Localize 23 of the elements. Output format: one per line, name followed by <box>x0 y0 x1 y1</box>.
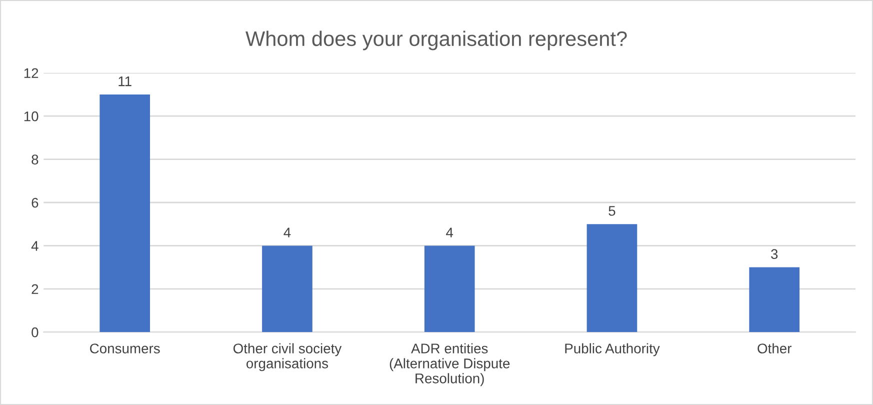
y-tick-label: 10 <box>24 111 38 122</box>
x-tick-label: ADR entities (Alternative Dispute Resolution) <box>390 343 510 386</box>
bar <box>262 246 312 332</box>
y-tick-label: 8 <box>32 154 38 164</box>
data-label: 11 <box>118 76 132 86</box>
data-label: 5 <box>608 206 616 216</box>
data-label: 3 <box>771 249 778 259</box>
y-tick-label: 12 <box>24 68 38 78</box>
x-tick-label: Public Authority <box>565 343 660 356</box>
x-tick-label: Other <box>758 343 792 354</box>
bar <box>586 224 638 332</box>
chart-title: Whom does your organisation represent? <box>246 30 627 50</box>
bar <box>424 246 475 332</box>
x-tick-label: Other civil society organisations <box>233 343 342 372</box>
bar <box>749 267 800 332</box>
y-tick-label: 4 <box>31 241 38 251</box>
y-tick-label: 6 <box>32 198 38 208</box>
y-tick-label: 2 <box>32 284 38 294</box>
data-label: 4 <box>446 228 454 238</box>
x-tick-label: Consumers <box>90 344 160 354</box>
data-label: 4 <box>284 228 291 238</box>
y-tick-label: 0 <box>32 327 38 338</box>
bar <box>100 94 150 332</box>
